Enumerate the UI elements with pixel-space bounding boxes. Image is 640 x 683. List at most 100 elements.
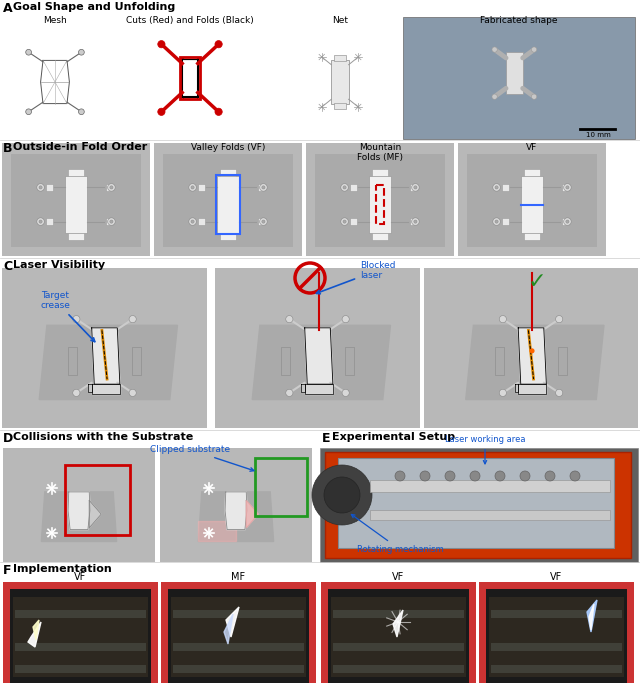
Circle shape	[79, 109, 84, 115]
Bar	[15, 665, 146, 673]
Circle shape	[499, 316, 506, 323]
Circle shape	[340, 218, 348, 225]
Circle shape	[129, 316, 136, 323]
Circle shape	[564, 218, 572, 225]
Polygon shape	[587, 600, 597, 632]
Bar	[46, 218, 53, 225]
Bar	[173, 609, 304, 618]
Circle shape	[110, 220, 113, 223]
Text: Goal Shape and Unfolding: Goal Shape and Unfolding	[13, 2, 175, 12]
Polygon shape	[198, 492, 274, 542]
Polygon shape	[88, 384, 92, 392]
Bar	[68, 169, 84, 176]
Circle shape	[39, 220, 42, 223]
Polygon shape	[224, 614, 233, 644]
Circle shape	[191, 186, 194, 189]
Circle shape	[343, 220, 346, 223]
Bar	[173, 665, 304, 673]
Bar	[403, 17, 635, 139]
Bar	[160, 448, 312, 562]
Bar	[11, 154, 141, 247]
Bar	[410, 218, 417, 225]
Text: VF: VF	[74, 572, 86, 582]
Bar	[370, 480, 610, 492]
Text: D: D	[3, 432, 13, 445]
Text: Clipped substrate: Clipped substrate	[150, 445, 254, 471]
Polygon shape	[39, 325, 177, 400]
Circle shape	[260, 184, 268, 191]
Circle shape	[342, 389, 349, 396]
Bar	[46, 184, 53, 191]
Bar	[2, 268, 207, 428]
Circle shape	[312, 465, 372, 525]
Circle shape	[262, 220, 265, 223]
Bar	[410, 184, 417, 191]
Text: Laser Visibility: Laser Visibility	[13, 260, 105, 270]
Circle shape	[412, 184, 419, 191]
Polygon shape	[252, 325, 390, 400]
Polygon shape	[246, 501, 258, 528]
Bar	[328, 589, 469, 683]
Polygon shape	[225, 492, 247, 529]
Bar	[306, 143, 454, 256]
Bar	[491, 609, 622, 618]
Circle shape	[566, 220, 569, 223]
Text: Cuts (Red) and Folds (Black): Cuts (Red) and Folds (Black)	[126, 16, 254, 25]
Circle shape	[342, 316, 349, 323]
Text: E: E	[322, 432, 330, 445]
Bar	[180, 57, 200, 99]
Bar	[502, 184, 509, 191]
Bar	[350, 218, 357, 225]
Bar	[68, 233, 84, 240]
Bar	[106, 184, 113, 191]
Bar	[331, 597, 466, 677]
Bar	[163, 154, 293, 247]
Bar	[334, 55, 346, 61]
Circle shape	[564, 184, 572, 191]
Polygon shape	[89, 501, 101, 528]
Bar	[217, 176, 239, 233]
Circle shape	[495, 220, 498, 223]
Bar	[68, 347, 77, 375]
Circle shape	[262, 186, 265, 189]
Bar	[333, 609, 464, 618]
Circle shape	[531, 94, 537, 99]
Bar	[132, 347, 141, 375]
Circle shape	[157, 40, 165, 48]
Circle shape	[493, 218, 500, 225]
Circle shape	[189, 184, 196, 191]
Circle shape	[420, 471, 430, 481]
Bar	[344, 347, 354, 375]
Bar	[173, 643, 304, 652]
Polygon shape	[393, 610, 403, 637]
Polygon shape	[33, 620, 39, 640]
Circle shape	[110, 186, 113, 189]
Bar	[258, 218, 265, 225]
Text: Fabricated shape: Fabricated shape	[480, 16, 557, 25]
Bar	[281, 347, 291, 375]
Text: Mesh: Mesh	[43, 16, 67, 25]
Bar	[198, 218, 205, 225]
Circle shape	[285, 389, 293, 396]
Text: VF: VF	[550, 572, 563, 582]
Circle shape	[343, 186, 346, 189]
Text: MF: MF	[232, 572, 246, 582]
Circle shape	[470, 471, 480, 481]
Bar	[521, 176, 543, 233]
Circle shape	[36, 218, 44, 225]
Bar	[183, 97, 196, 99]
Circle shape	[556, 316, 563, 323]
Text: Blocked
laser: Blocked laser	[316, 261, 396, 294]
Circle shape	[215, 40, 222, 48]
Circle shape	[26, 49, 31, 55]
Bar	[562, 184, 569, 191]
Bar	[220, 233, 236, 240]
Polygon shape	[92, 328, 120, 384]
Circle shape	[556, 389, 563, 396]
Text: Net: Net	[332, 16, 348, 25]
Circle shape	[324, 477, 360, 513]
Bar	[479, 582, 634, 683]
Circle shape	[520, 471, 530, 481]
Bar	[15, 609, 146, 618]
Bar	[315, 154, 445, 247]
